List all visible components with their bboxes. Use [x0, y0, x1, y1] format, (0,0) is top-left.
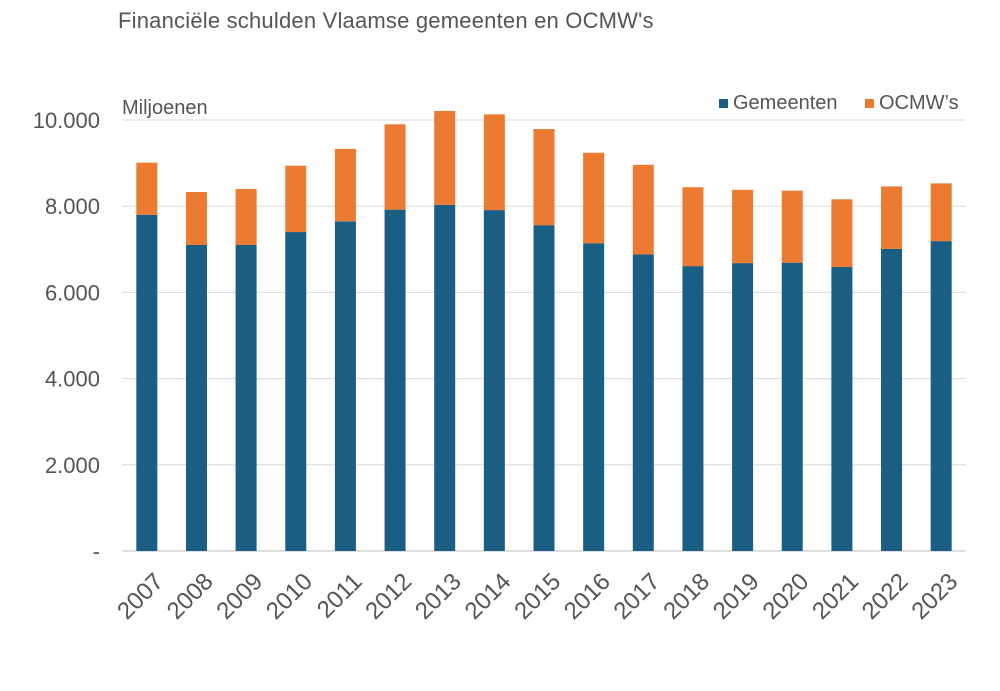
y-tick-label: 8.000: [45, 194, 100, 219]
x-tick-label: 2016: [559, 568, 616, 625]
unit-label: Miljoenen: [122, 97, 208, 119]
bar-gemeenten-2018: [682, 266, 704, 551]
legend-gemeenten-swatch: [719, 99, 728, 108]
bar-gemeenten-2012: [384, 209, 406, 551]
y-tick-label: 2.000: [45, 453, 100, 478]
y-tick-label: 6.000: [45, 280, 100, 305]
x-tick-label: 2008: [162, 568, 219, 625]
legend-gemeenten-label: Gemeenten: [733, 92, 838, 114]
bar-gemeenten-2014: [483, 210, 505, 552]
bar-ocmw-2020: [781, 190, 803, 263]
bar-gemeenten-2016: [583, 243, 605, 552]
bar-gemeenten-2007: [136, 214, 158, 551]
bar-gemeenten-2008: [185, 244, 207, 552]
x-tick-label: 2011: [312, 568, 368, 624]
chart-title: Financiële schulden Vlaamse gemeenten en…: [118, 8, 654, 33]
y-tick-label: 10.000: [33, 108, 100, 133]
x-tick-label: 2020: [758, 568, 815, 625]
x-tick-label: 2014: [460, 568, 517, 625]
x-tick-label: 2017: [609, 568, 666, 625]
y-axis-ticks: - 2.000 4.000 6.000 8.000 10.000: [33, 108, 100, 564]
bar-ocmw-2023: [930, 183, 952, 242]
bar-gemeenten-2015: [533, 225, 555, 551]
x-tick-label: 2013: [410, 568, 467, 625]
bar-ocmw-2018: [682, 187, 704, 267]
x-tick-label: 2015: [509, 568, 566, 625]
x-tick-label: 2018: [658, 568, 715, 625]
legend-ocmw-label: OCMW’s: [879, 92, 959, 114]
bar-ocmw-2008: [185, 191, 207, 245]
bar-gemeenten-2019: [732, 263, 754, 551]
bar-ocmw-2009: [235, 188, 257, 245]
bar-gemeenten-2013: [434, 204, 456, 552]
bar-gemeenten-2017: [632, 254, 654, 552]
bar-gemeenten-2009: [235, 244, 257, 552]
bar-ocmw-2012: [384, 124, 406, 210]
legend-ocmw-swatch: [865, 99, 874, 108]
bar-ocmw-2021: [831, 199, 853, 267]
bar-gemeenten-2021: [831, 266, 853, 551]
bar-gemeenten-2020: [781, 262, 803, 551]
bar-ocmw-2014: [483, 114, 505, 211]
bar-gemeenten-2022: [881, 248, 903, 551]
y-tick-label: -: [93, 539, 100, 564]
x-tick-label: 2010: [261, 568, 318, 625]
legend: Gemeenten OCMW’s: [719, 92, 959, 114]
bar-ocmw-2022: [881, 186, 903, 249]
bar-ocmw-2010: [285, 165, 307, 233]
y-tick-label: 4.000: [45, 367, 100, 392]
bar-gemeenten-2010: [285, 232, 307, 551]
bar-ocmw-2011: [334, 148, 356, 222]
x-tick-label: 2023: [906, 568, 963, 625]
x-tick-label: 2022: [857, 568, 914, 625]
bars: [136, 110, 952, 552]
x-tick-label: 2021: [807, 568, 864, 625]
bar-ocmw-2016: [583, 152, 605, 244]
bar-ocmw-2015: [533, 129, 555, 226]
bar-ocmw-2019: [732, 189, 754, 264]
x-tick-label: 2012: [360, 568, 417, 625]
bar-ocmw-2017: [632, 164, 654, 255]
bar-gemeenten-2023: [930, 241, 952, 551]
x-tick-label: 2007: [112, 568, 169, 625]
x-axis-ticks: 2007200820092010201120122013201420152016…: [112, 568, 963, 625]
x-tick-label: 2009: [211, 568, 268, 625]
bar-ocmw-2013: [434, 110, 456, 205]
bar-ocmw-2007: [136, 162, 158, 215]
x-tick-label: 2019: [708, 568, 765, 625]
bar-gemeenten-2011: [334, 221, 356, 551]
